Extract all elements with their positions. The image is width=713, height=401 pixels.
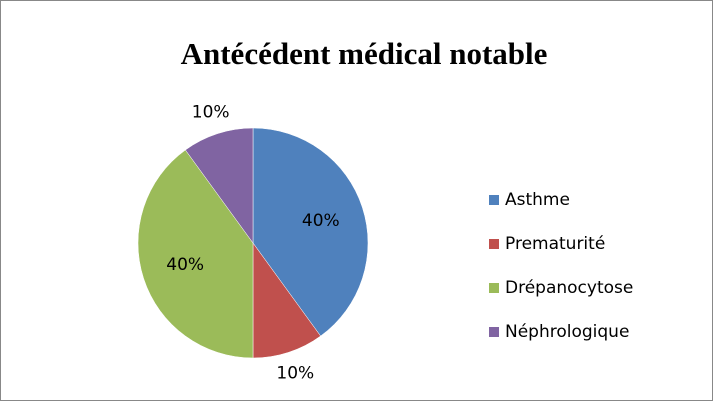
pie-slice <box>185 127 254 244</box>
data-label: 10% <box>192 103 230 123</box>
legend-swatch <box>489 239 499 249</box>
legend-swatch <box>489 327 499 337</box>
legend-label: Prematurité <box>505 234 605 254</box>
legend-swatch <box>489 283 499 293</box>
legend-label: Asthme <box>505 190 570 210</box>
pie-slice <box>252 127 369 337</box>
pie-slice <box>137 149 254 359</box>
legend-swatch <box>489 195 499 205</box>
data-label: 40% <box>166 255 204 275</box>
legend-label: Drépanocytose <box>505 278 633 298</box>
data-label: 40% <box>302 211 340 231</box>
legend-label: Néphrologique <box>505 322 629 342</box>
chart-title: Antécédent médical notable <box>181 36 548 71</box>
data-label: 10% <box>276 363 314 383</box>
pie-slice <box>252 242 321 359</box>
